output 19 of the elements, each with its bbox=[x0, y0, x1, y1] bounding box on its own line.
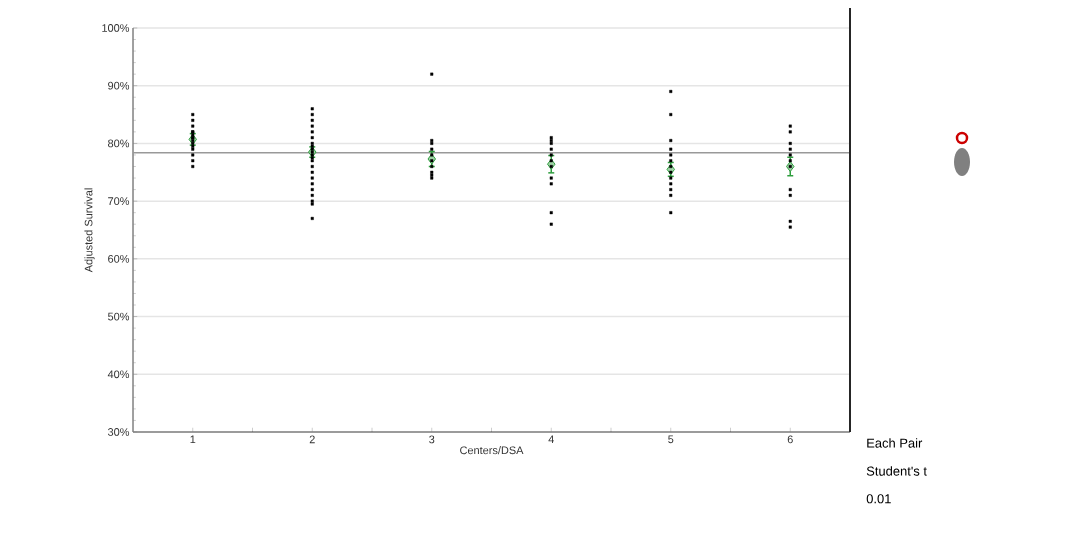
y-tick-label: 90% bbox=[108, 81, 130, 90]
x-axis-title: Centers/DSA bbox=[460, 446, 524, 455]
text: 0.01 bbox=[866, 494, 891, 504]
y-tick-label: 60% bbox=[108, 254, 130, 263]
y-tick-label: 80% bbox=[108, 139, 130, 148]
y-tick-label: 70% bbox=[108, 197, 130, 206]
x-tick-label: 6 bbox=[787, 435, 793, 444]
y-tick-label: 100% bbox=[102, 24, 130, 32]
x-tick-label: 1 bbox=[190, 435, 196, 444]
text: Each Pair bbox=[867, 438, 923, 448]
y-axis-title: Adjusted Survival bbox=[84, 188, 95, 273]
y-tick-label: 40% bbox=[107, 370, 130, 379]
x-tick-label: 3 bbox=[429, 435, 435, 444]
x-tick-label: 4 bbox=[548, 435, 554, 444]
text: Student's t bbox=[866, 466, 927, 476]
x-tick-label: 5 bbox=[668, 435, 674, 444]
y-tick-label: 30% bbox=[107, 428, 130, 436]
y-tick-label: 50% bbox=[107, 312, 130, 321]
x-tick-label: 2 bbox=[309, 435, 315, 444]
